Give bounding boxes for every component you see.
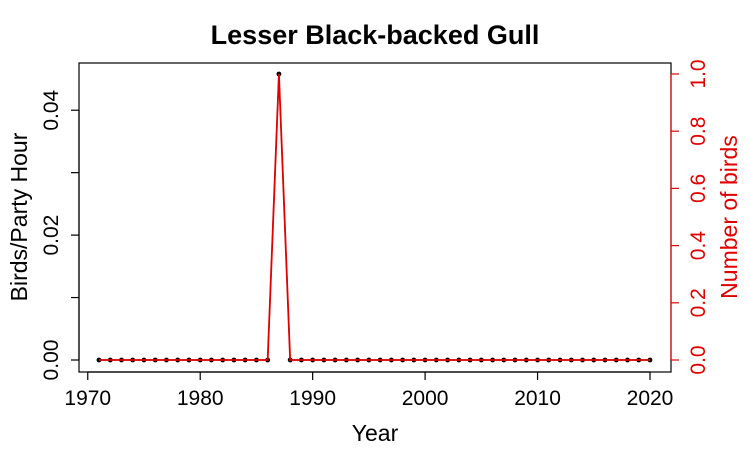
y-axis-left: 0.00 0.02 0.04 [40, 89, 80, 381]
y-tick-label: 0.00 [40, 340, 63, 381]
x-tick-label: 1970 [64, 387, 111, 410]
y2-tick-label: 1.0 [687, 59, 710, 88]
y-tick-label: 0.04 [40, 89, 63, 130]
y2-tick-label: 0.0 [687, 345, 710, 374]
y-tick-label: 0.02 [40, 215, 63, 256]
y2-tick-label: 0.6 [687, 174, 710, 203]
birds-per-party-hour-line [99, 73, 650, 361]
y2-tick-label: 0.2 [687, 288, 710, 317]
x-tick-label: 2020 [627, 387, 674, 410]
y2-tick-label: 0.4 [687, 231, 710, 261]
y2-axis-label: Number of birds [716, 135, 742, 299]
y-axis-right: 0.0 0.2 0.4 0.6 0.8 1.0 [670, 59, 710, 375]
y2-tick-label: 0.8 [687, 117, 710, 146]
y-axis-label: Birds/Party Hour [6, 132, 32, 301]
x-tick-label: 2000 [402, 387, 449, 410]
x-tick-label: 1980 [177, 387, 224, 410]
number-of-birds-line [99, 73, 650, 361]
x-tick-label: 2010 [514, 387, 561, 410]
x-axis: 1970 1980 1990 2000 2010 2020 [64, 371, 674, 410]
x-axis-label: Year [352, 420, 399, 446]
plot-area [78, 62, 672, 373]
chart-title: Lesser Black-backed Gull [211, 20, 540, 50]
series-layer [96, 71, 653, 363]
x-tick-label: 1990 [289, 387, 336, 410]
